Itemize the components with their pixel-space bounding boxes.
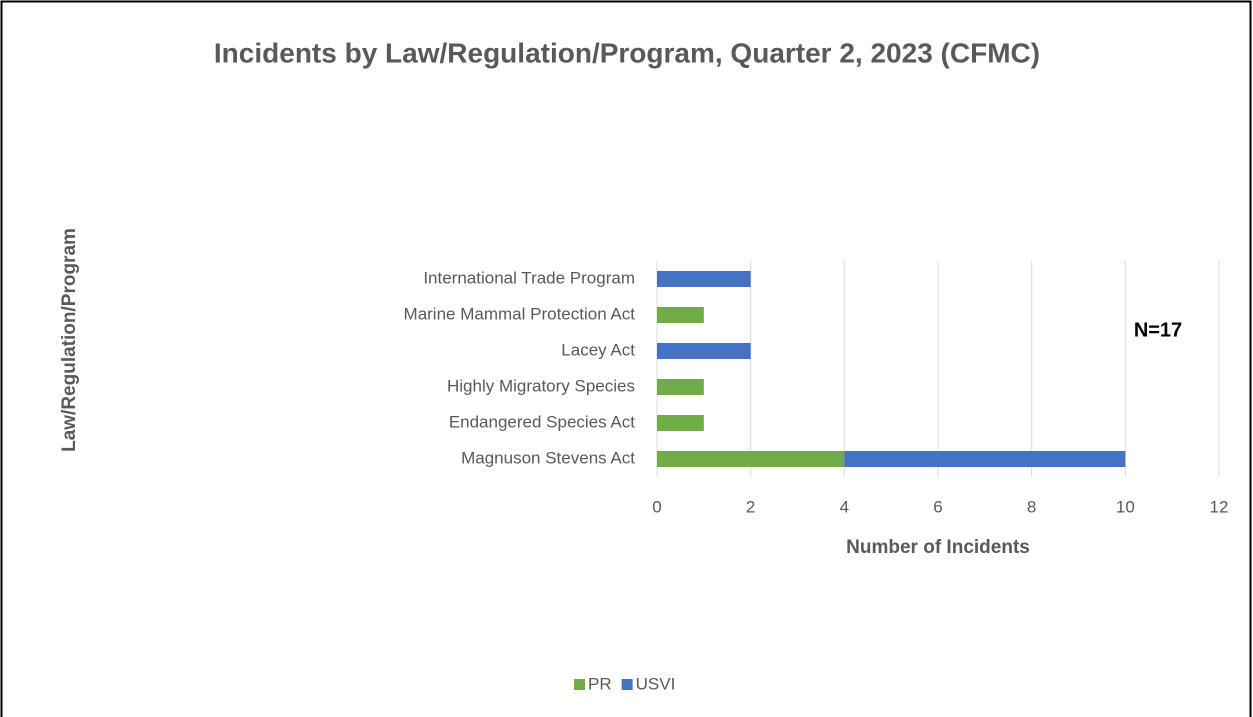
y-axis-title: Law/Regulation/Program [59, 228, 80, 452]
x-tick-label: 12 [1210, 497, 1229, 516]
bar [657, 379, 704, 395]
annotation: N=17 [1134, 319, 1182, 341]
legend-swatch [574, 679, 585, 690]
x-tick-label: 10 [1116, 497, 1135, 516]
x-tick-label: 4 [840, 497, 849, 516]
legend-label: USVI [636, 674, 676, 693]
y-tick-label: International Trade Program [423, 268, 635, 287]
bar [657, 271, 751, 287]
legend-swatch [621, 679, 633, 690]
chart-title: Incidents by Law/Regulation/Program, Qua… [214, 37, 1040, 68]
x-tick-label: 6 [933, 497, 942, 516]
y-tick-label: Magnuson Stevens Act [461, 448, 635, 467]
bar [657, 343, 751, 359]
y-tick-label: Lacey Act [561, 340, 635, 359]
y-tick-label: Endangered Species Act [449, 412, 635, 431]
bar [844, 451, 1126, 467]
legend-label: PR [588, 674, 612, 693]
y-tick-label: Marine Mammal Protection Act [404, 304, 636, 323]
x-tick-label: 8 [1027, 497, 1036, 516]
bar [657, 451, 845, 467]
x-tick-label: 0 [652, 497, 661, 516]
bar [657, 415, 704, 431]
bar [657, 307, 704, 323]
x-tick-label: 2 [746, 497, 755, 516]
y-tick-label: Highly Migratory Species [447, 376, 635, 395]
x-axis-title: Number of Incidents [846, 537, 1030, 558]
